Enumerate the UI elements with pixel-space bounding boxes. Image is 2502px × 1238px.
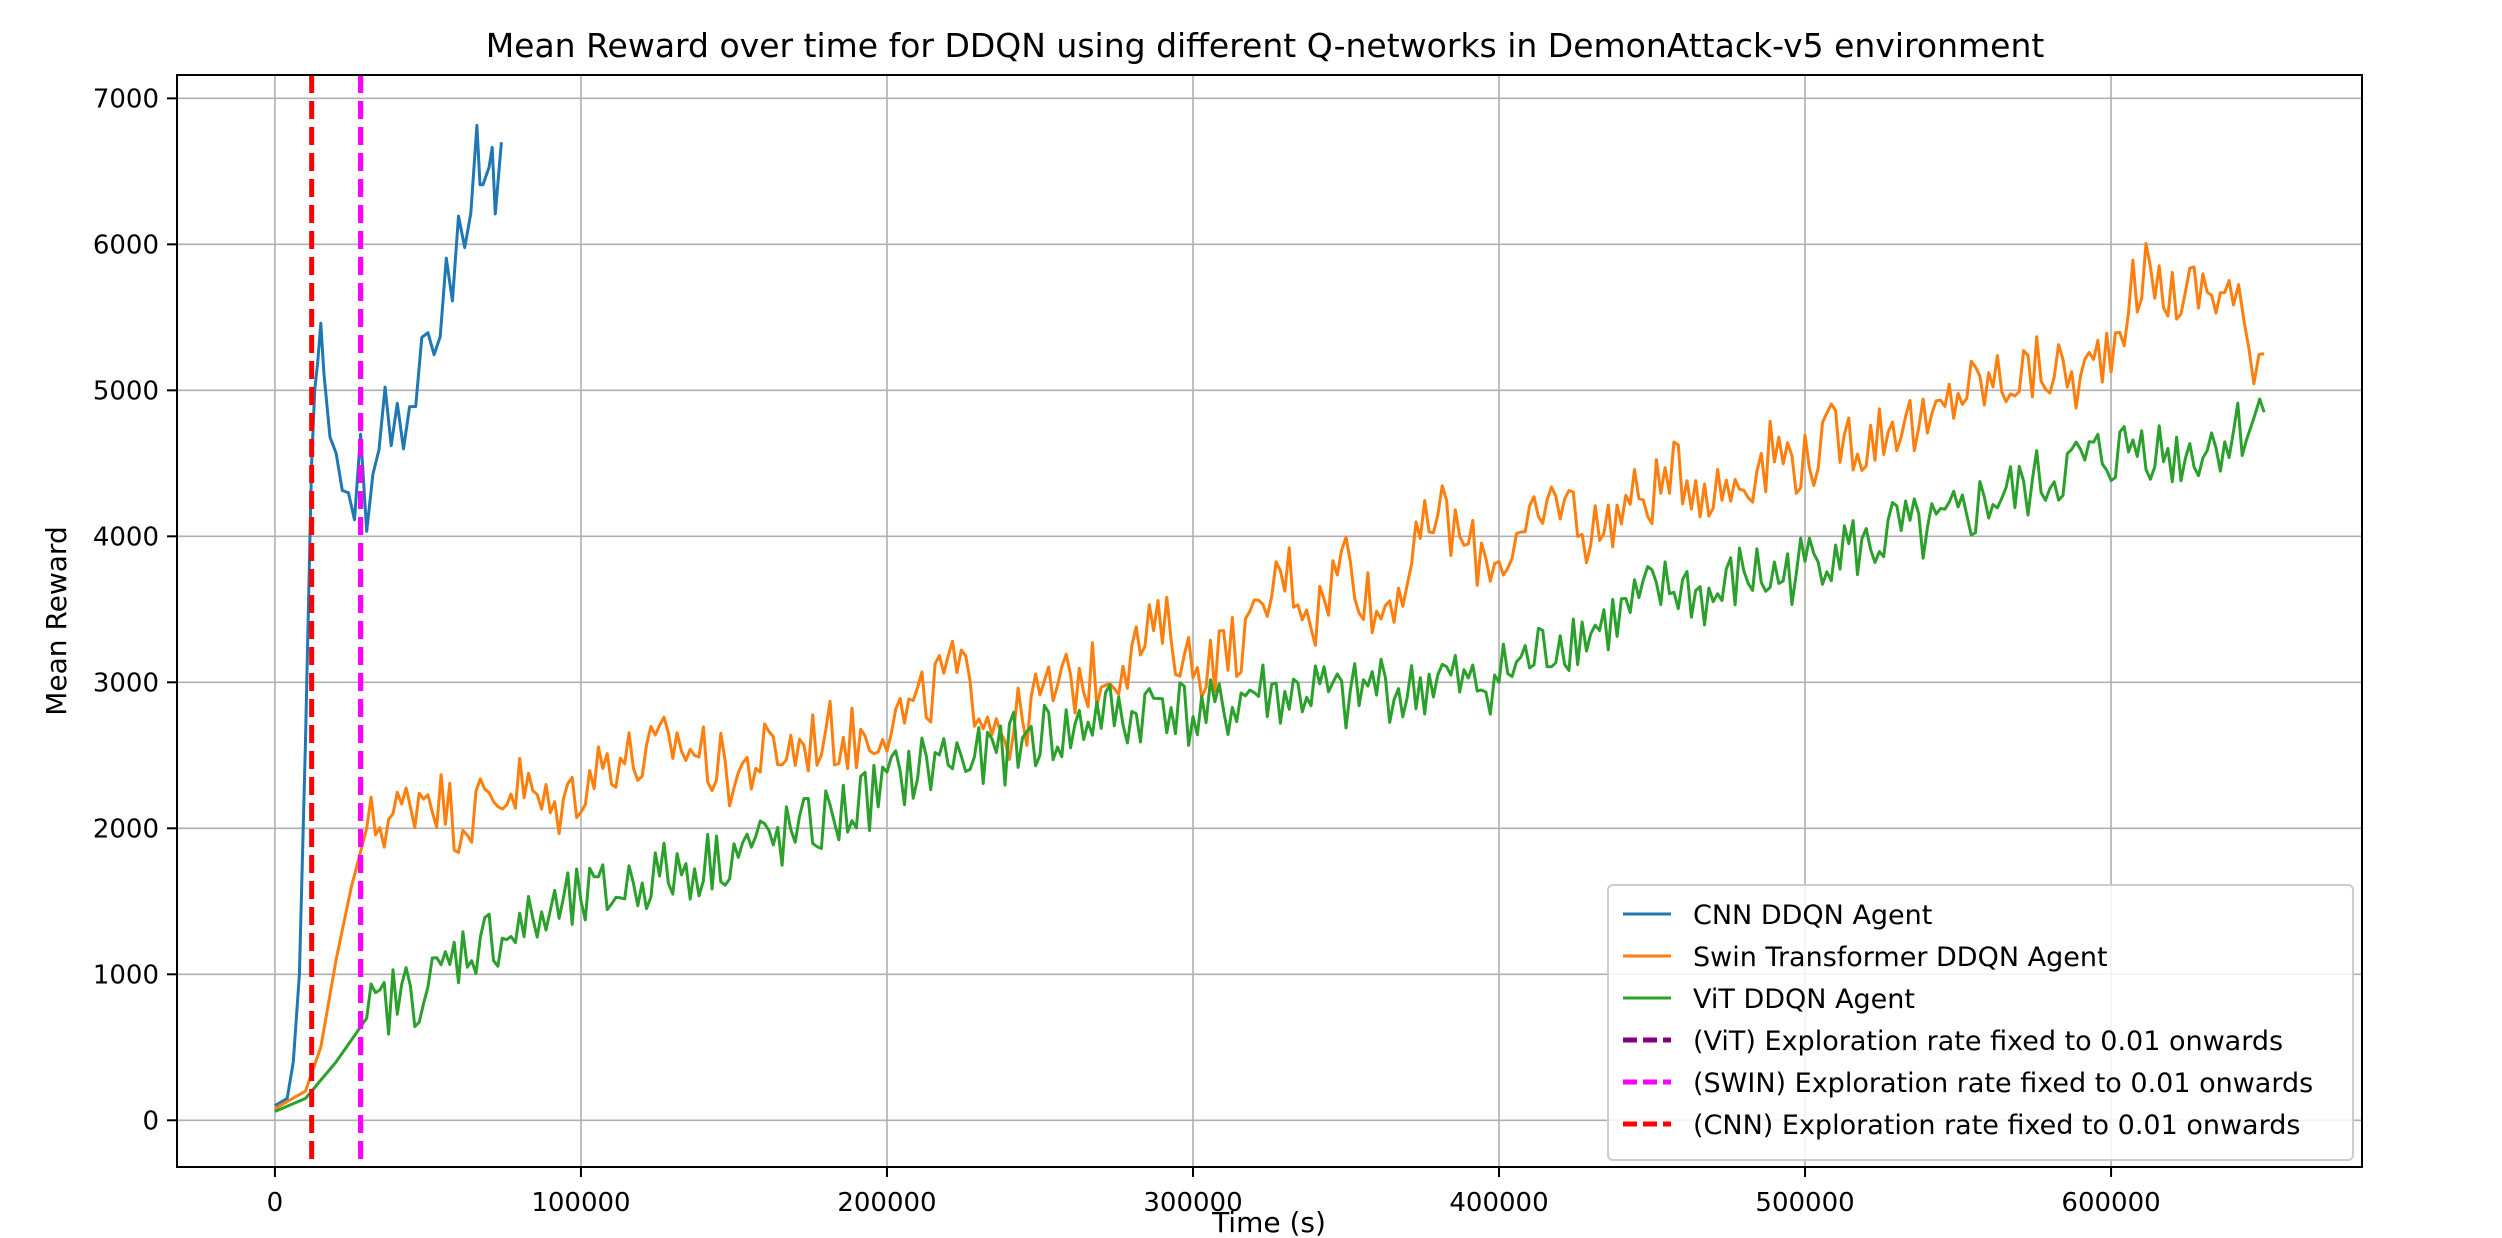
y-tick-label: 6000: [93, 230, 159, 260]
y-tick-label: 7000: [93, 84, 159, 114]
x-tick-label: 400000: [1449, 1188, 1548, 1218]
series-line-0: [274, 123, 503, 1107]
y-tick-label: 2000: [93, 814, 159, 844]
y-tick-label: 4000: [93, 522, 159, 552]
series-group: [274, 123, 2266, 1113]
legend: CNN DDQN Agent Swin Transformer DDQN Agen…: [1607, 884, 2354, 1161]
y-tick-label: 0: [142, 1106, 159, 1136]
grid: [177, 75, 2362, 1167]
exploration-lines: [309, 75, 364, 1167]
y-axis-ticks: 0 1000 2000 3000 4000 5000 6000 7000: [93, 84, 177, 1136]
x-tick-label: 200000: [837, 1188, 936, 1218]
legend-label-3: (ViT) Exploration rate fixed to 0.01 onw…: [1693, 1026, 2283, 1057]
x-tick-label: 0: [267, 1188, 284, 1218]
x-axis-label: Time (s): [1211, 1206, 1326, 1238]
legend-label-4: (SWIN) Exploration rate fixed to 0.01 on…: [1693, 1068, 2313, 1099]
legend-label-0: CNN DDQN Agent: [1693, 900, 1932, 931]
y-tick-label: 5000: [93, 376, 159, 406]
legend-label-1: Swin Transformer DDQN Agent: [1693, 942, 2108, 973]
legend-label-2: ViT DDQN Agent: [1693, 984, 1915, 1015]
legend-box: [1607, 884, 2354, 1161]
x-axis-ticks: 0 100000 200000 300000 400000 500000 600000: [267, 1167, 2161, 1218]
y-axis-label: Mean Reward: [40, 526, 73, 715]
x-tick-label: 100000: [531, 1188, 630, 1218]
chart-title: Mean Reward over time for DDQN using dif…: [486, 26, 2045, 65]
legend-label-5: (CNN) Exploration rate fixed to 0.01 onw…: [1693, 1110, 2300, 1141]
series-line-1: [274, 242, 2265, 1110]
series-line-2: [274, 397, 2266, 1113]
y-tick-label: 1000: [93, 960, 159, 990]
x-tick-label: 500000: [1755, 1188, 1854, 1218]
plot-frame: [176, 74, 2363, 1168]
x-tick-label: 300000: [1143, 1188, 1242, 1218]
y-tick-label: 3000: [93, 668, 159, 698]
x-tick-label: 600000: [2061, 1188, 2160, 1218]
